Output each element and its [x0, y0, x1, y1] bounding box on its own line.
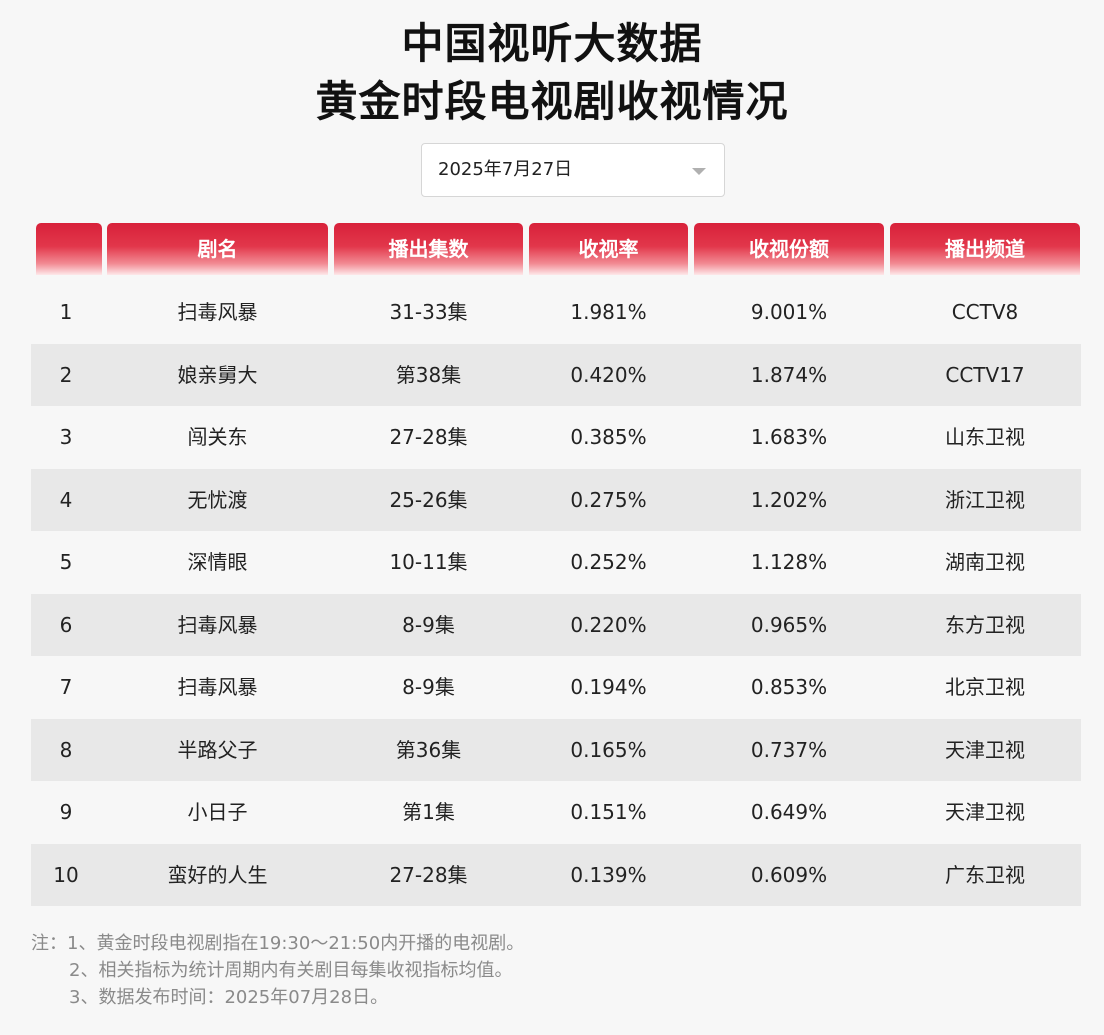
cell-channel: 广东卫视 [945, 862, 1025, 887]
table-row: 2 娘亲舅大 第38集 0.420% 1.874% CCTV17 [31, 343, 1081, 406]
cell-rating: 0.194% [570, 675, 647, 699]
cell-episodes: 8-9集 [402, 675, 455, 699]
cell-episodes: 27-28集 [389, 425, 468, 449]
cell-share: 9.001% [750, 300, 828, 324]
cell-drama-name: 小日子 [187, 800, 248, 824]
cell-rank: 4 [59, 487, 73, 512]
header-rating: 收视率 [529, 223, 688, 275]
cell-channel: 北京卫视 [945, 675, 1025, 699]
table-body: 1 扫毒风暴 31-33集 1.981% 9.001% CCTV8 2 娘亲舅大 第38集 0.4… [31, 281, 1081, 906]
cell-rating: 0.420% [570, 362, 647, 387]
cell-rating: 0.385% [570, 425, 647, 449]
cell-rank: 9 [59, 800, 73, 824]
footnotes: 注：1、黄金时段电视剧指在19:30～21:50内开播的电视剧。 2、相关指标为… [31, 930, 1071, 1011]
cell-episodes: 第38集 [395, 362, 462, 387]
cell-share: 0.609% [750, 862, 828, 887]
cell-share: 0.965% [750, 612, 828, 637]
cell-episodes: 27-28集 [389, 862, 468, 887]
cell-drama-name: 娘亲舅大 [177, 362, 258, 387]
chevron-down-icon [692, 168, 706, 175]
table-row: 4 无忧渡 25-26集 0.275% 1.202% 浙江卫视 [31, 468, 1081, 531]
cell-share: 1.874% [750, 362, 828, 387]
cell-channel: 山东卫视 [945, 425, 1025, 449]
cell-channel: CCTV8 [951, 300, 1019, 324]
page-title: 中国视听大数据 [401, 19, 703, 68]
cell-rank: 2 [59, 362, 73, 387]
page-subtitle: 黄金时段电视剧收视情况 [315, 77, 789, 126]
cell-episodes: 8-9集 [402, 612, 455, 637]
footnote-3: 3、数据发布时间：2025年07月28日。 [69, 987, 389, 1008]
cell-episodes: 31-33集 [389, 300, 468, 324]
table-row: 7 扫毒风暴 8-9集 0.194% 0.853% 北京卫视 [31, 656, 1081, 719]
cell-drama-name: 无忧渡 [187, 487, 248, 512]
table-row: 10 蛮好的人生 27-28集 0.139% 0.609% 广东卫视 [31, 843, 1081, 906]
cell-episodes: 第1集 [402, 800, 455, 824]
cell-drama-name: 扫毒风暴 [177, 612, 258, 637]
cell-channel: 湖南卫视 [945, 550, 1025, 574]
date-select-value: 2025年7月27日 [438, 159, 573, 180]
cell-rating: 0.220% [570, 612, 647, 637]
table-row: 6 扫毒风暴 8-9集 0.220% 0.965% 东方卫视 [31, 593, 1081, 656]
cell-episodes: 第36集 [395, 737, 462, 762]
cell-rank: 6 [59, 612, 73, 637]
cell-rating: 0.151% [570, 800, 647, 824]
table-row: 9 小日子 第1集 0.151% 0.649% 天津卫视 [31, 781, 1081, 844]
cell-channel: 浙江卫视 [945, 487, 1025, 512]
cell-rank: 3 [59, 425, 73, 449]
cell-drama-name: 扫毒风暴 [177, 300, 258, 324]
table-row: 1 扫毒风暴 31-33集 1.981% 9.001% CCTV8 [31, 281, 1081, 344]
header-rank [36, 223, 102, 275]
header-share: 收视份额 [694, 223, 884, 275]
cell-rating: 1.981% [570, 300, 647, 324]
cell-rating: 0.252% [570, 550, 647, 574]
cell-channel: 东方卫视 [945, 612, 1025, 637]
table-header: 剧名 播出集数 收视率 收视份额 播出频道 [0, 223, 1104, 275]
cell-rank: 5 [59, 550, 73, 574]
date-select[interactable]: 2025年7月27日 [421, 143, 725, 197]
cell-drama-name: 蛮好的人生 [167, 862, 268, 887]
cell-rank: 1 [59, 300, 73, 324]
cell-rank: 8 [59, 737, 73, 762]
cell-drama-name: 闯关东 [187, 425, 248, 449]
header-episodes: 播出集数 [334, 223, 523, 275]
cell-share: 0.853% [750, 675, 828, 699]
cell-channel: CCTV17 [945, 362, 1025, 387]
header-drama-name: 剧名 [107, 223, 328, 275]
cell-episodes: 25-26集 [389, 487, 468, 512]
table-row: 5 深情眼 10-11集 0.252% 1.128% 湖南卫视 [31, 531, 1081, 594]
cell-channel: 天津卫视 [945, 800, 1025, 824]
footnote-1: 注：1、黄金时段电视剧指在19:30～21:50内开播的电视剧。 [31, 933, 525, 954]
cell-drama-name: 扫毒风暴 [177, 675, 258, 699]
cell-drama-name: 深情眼 [187, 550, 248, 574]
header-channel: 播出频道 [890, 223, 1080, 275]
cell-episodes: 10-11集 [389, 550, 468, 574]
cell-rating: 0.139% [570, 862, 647, 887]
table-row: 3 闯关东 27-28集 0.385% 1.683% 山东卫视 [31, 406, 1081, 469]
cell-channel: 天津卫视 [945, 737, 1025, 762]
cell-rank: 10 [53, 862, 79, 887]
cell-rank: 7 [59, 675, 73, 699]
footnote-2: 2、相关指标为统计周期内有关剧目每集收视指标均值。 [69, 960, 513, 981]
cell-share: 1.202% [750, 487, 828, 512]
table-row: 8 半路父子 第36集 0.165% 0.737% 天津卫视 [31, 718, 1081, 781]
cell-share: 1.128% [750, 550, 828, 574]
cell-rating: 0.165% [570, 737, 647, 762]
cell-share: 1.683% [750, 425, 828, 449]
cell-share: 0.649% [750, 800, 828, 824]
cell-rating: 0.275% [570, 487, 647, 512]
cell-share: 0.737% [750, 737, 828, 762]
cell-drama-name: 半路父子 [177, 737, 258, 762]
